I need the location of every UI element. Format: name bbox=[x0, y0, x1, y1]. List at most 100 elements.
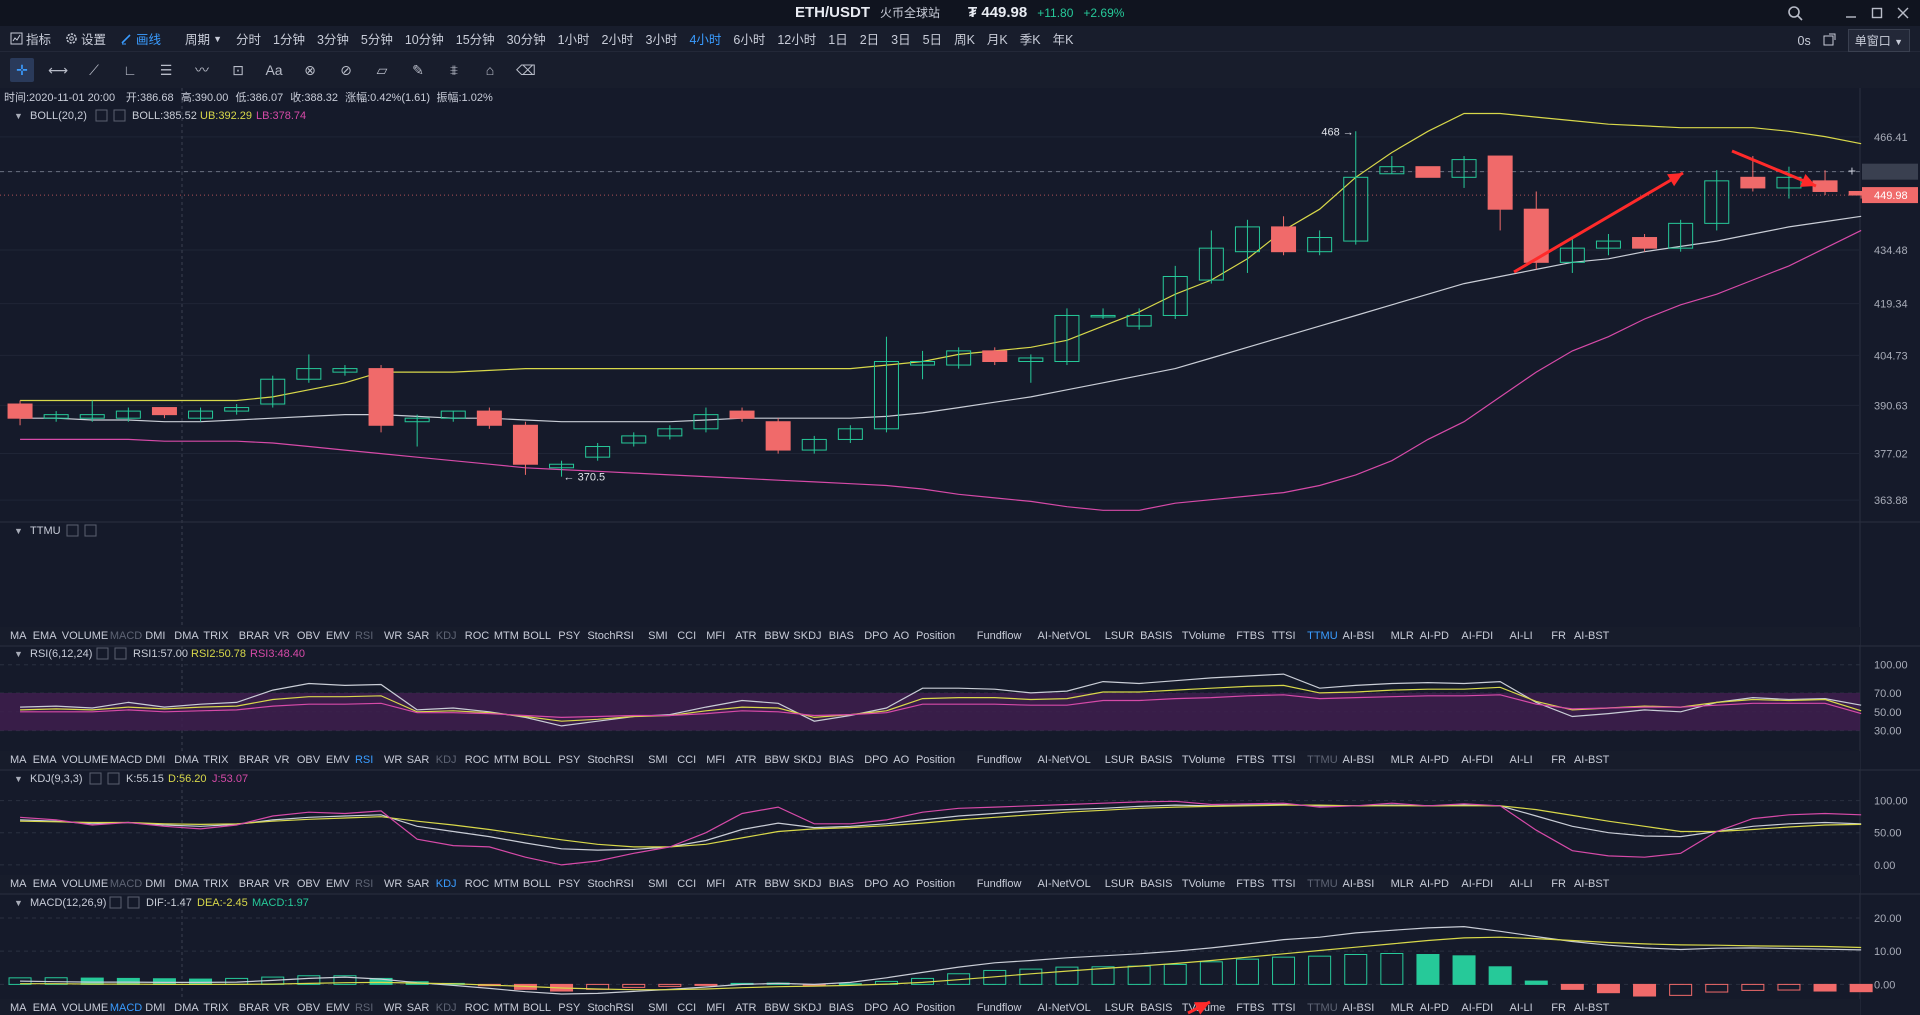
macd-histogram-bar[interactable] bbox=[152, 978, 176, 985]
indicator-tab-stochrsi[interactable]: StochRSI bbox=[587, 1002, 633, 1014]
indicator-tab-dmi[interactable]: DMI bbox=[145, 630, 165, 642]
period-item[interactable]: 年K bbox=[1052, 33, 1074, 47]
close-icon[interactable] bbox=[107, 772, 120, 785]
candle-body[interactable] bbox=[512, 424, 538, 465]
indicator-tab-lsur[interactable]: LSUR bbox=[1105, 630, 1134, 642]
indicator-tab-volume[interactable]: VOLUME bbox=[62, 630, 108, 642]
indicator-tab-ma[interactable]: MA bbox=[10, 630, 27, 642]
candle-body[interactable] bbox=[1343, 176, 1369, 242]
close-icon[interactable] bbox=[1892, 3, 1914, 23]
popout-icon[interactable] bbox=[1823, 33, 1836, 49]
indicator-tab-ai-bst[interactable]: AI-BST bbox=[1574, 1002, 1610, 1014]
candle-body[interactable] bbox=[332, 368, 358, 373]
indicator-tab-stochrsi[interactable]: StochRSI bbox=[587, 754, 633, 766]
macd-histogram-bar[interactable] bbox=[1199, 961, 1223, 985]
candle-body[interactable] bbox=[621, 435, 647, 444]
close-icon[interactable] bbox=[127, 896, 140, 909]
indicator-tab-dmi[interactable]: DMI bbox=[145, 878, 165, 890]
candle-body[interactable] bbox=[585, 446, 611, 458]
indicator-tab-roc[interactable]: ROC bbox=[465, 878, 490, 890]
crosshair-icon[interactable]: ✛ bbox=[10, 58, 34, 82]
indicator-tab-psy[interactable]: PSY bbox=[558, 878, 581, 890]
period-item[interactable]: 5日 bbox=[922, 33, 943, 47]
indicator-tab-stochrsi[interactable]: StochRSI bbox=[587, 630, 633, 642]
candle-body[interactable] bbox=[873, 361, 899, 430]
indicator-tab-ai-bst[interactable]: AI-BST bbox=[1574, 878, 1610, 890]
candle-body[interactable] bbox=[404, 417, 430, 423]
candle-body[interactable] bbox=[43, 414, 69, 419]
candle-body[interactable] bbox=[1234, 226, 1260, 253]
macd-histogram-bar[interactable] bbox=[658, 983, 682, 987]
indicator-tab-ftbs[interactable]: FTBS bbox=[1236, 1002, 1264, 1014]
settings-button[interactable]: 设置 bbox=[65, 29, 106, 48]
indicator-tab-dmi[interactable]: DMI bbox=[145, 754, 165, 766]
period-item[interactable]: 2日 bbox=[859, 33, 880, 47]
indicator-tab-ai-netvol[interactable]: AI-NetVOL bbox=[1038, 1002, 1091, 1014]
indicator-tab-ai-fdi[interactable]: AI-FDI bbox=[1461, 630, 1493, 642]
indicator-tab-vr[interactable]: VR bbox=[274, 754, 289, 766]
indicator-tab-trix[interactable]: TRIX bbox=[203, 630, 229, 642]
macd-histogram-bar[interactable] bbox=[622, 983, 646, 988]
macd-histogram-bar[interactable] bbox=[1560, 983, 1584, 990]
settings-icon[interactable] bbox=[66, 524, 79, 537]
candle-body[interactable] bbox=[982, 350, 1008, 363]
candle-body[interactable] bbox=[368, 368, 394, 426]
macd-histogram-bar[interactable] bbox=[116, 977, 140, 985]
candle-body[interactable] bbox=[1595, 240, 1621, 249]
indicator-tab-lsur[interactable]: LSUR bbox=[1105, 754, 1134, 766]
period-item[interactable]: 12小时 bbox=[777, 33, 817, 47]
settings-icon[interactable] bbox=[96, 647, 109, 660]
trash-icon[interactable]: ⌫ bbox=[516, 61, 536, 78]
indicator-tab-rsi[interactable]: RSI bbox=[355, 630, 373, 642]
candle-body[interactable] bbox=[151, 407, 177, 416]
indicator-tab-boll[interactable]: BOLL bbox=[523, 754, 551, 766]
candle-body[interactable] bbox=[1090, 314, 1116, 318]
candle-body[interactable] bbox=[1415, 166, 1441, 178]
macd-histogram-bar[interactable] bbox=[1380, 953, 1404, 985]
macd-histogram-bar[interactable] bbox=[1813, 983, 1837, 992]
indicator-tab-boll[interactable]: BOLL bbox=[523, 878, 551, 890]
candle-body[interactable] bbox=[440, 410, 466, 419]
wave-icon[interactable]: 〰 bbox=[195, 62, 209, 78]
indicator-tab-emv[interactable]: EMV bbox=[326, 754, 351, 766]
candle-body[interactable] bbox=[1451, 159, 1477, 178]
candle-body[interactable] bbox=[1559, 247, 1585, 263]
indicator-tab-basis[interactable]: BASIS bbox=[1140, 878, 1172, 890]
indicator-tab-bbw[interactable]: BBW bbox=[764, 878, 790, 890]
macd-histogram-bar[interactable] bbox=[1163, 963, 1187, 985]
indicator-tab-atr[interactable]: ATR bbox=[735, 878, 756, 890]
candle-body[interactable] bbox=[1126, 314, 1152, 327]
indicator-tab-fundflow[interactable]: Fundflow bbox=[977, 1002, 1022, 1014]
period-item[interactable]: 4小时 bbox=[689, 33, 722, 47]
indicator-tab-mlr[interactable]: MLR bbox=[1391, 754, 1414, 766]
indicator-tab-dma[interactable]: DMA bbox=[174, 754, 199, 766]
indicator-tab-mlr[interactable]: MLR bbox=[1391, 630, 1414, 642]
indicator-tab-brar[interactable]: BRAR bbox=[239, 878, 270, 890]
window-select[interactable]: 单窗口 ▼ bbox=[1847, 29, 1910, 52]
candle-body[interactable] bbox=[1740, 176, 1766, 189]
indicator-tab-obv[interactable]: OBV bbox=[297, 630, 321, 642]
indicator-tab-volume[interactable]: VOLUME bbox=[62, 878, 108, 890]
macd-histogram-bar[interactable] bbox=[1235, 958, 1259, 985]
period-item[interactable]: 3分钟 bbox=[316, 33, 349, 47]
indicator-tab-dma[interactable]: DMA bbox=[174, 1002, 199, 1014]
indicator-tab-obv[interactable]: OBV bbox=[297, 1002, 321, 1014]
candle-body[interactable] bbox=[476, 410, 502, 426]
indicator-tab-cci[interactable]: CCI bbox=[677, 630, 696, 642]
indicator-tab-ai-pd[interactable]: AI-PD bbox=[1420, 1002, 1449, 1014]
indicator-tab-ema[interactable]: EMA bbox=[33, 1002, 58, 1014]
indicator-tab-fr[interactable]: FR bbox=[1551, 1002, 1566, 1014]
indicator-tab-dpo[interactable]: DPO bbox=[864, 754, 888, 766]
macd-histogram-bar[interactable] bbox=[369, 977, 393, 985]
indicator-tab-atr[interactable]: ATR bbox=[735, 1002, 756, 1014]
candle-body[interactable] bbox=[1271, 226, 1297, 253]
ruler-icon[interactable]: ▱ bbox=[376, 61, 388, 78]
indicator-tab-ema[interactable]: EMA bbox=[33, 878, 58, 890]
indicator-tab-ma[interactable]: MA bbox=[10, 754, 27, 766]
indicator-tab-macd[interactable]: MACD bbox=[110, 630, 142, 642]
indicator-tab-brar[interactable]: BRAR bbox=[239, 1002, 270, 1014]
macd-histogram-bar[interactable] bbox=[1308, 955, 1332, 985]
collapse-chevron-icon[interactable]: ▼ bbox=[14, 111, 23, 121]
indicator-tab-brar[interactable]: BRAR bbox=[239, 630, 270, 642]
indicator-tab-psy[interactable]: PSY bbox=[558, 630, 581, 642]
